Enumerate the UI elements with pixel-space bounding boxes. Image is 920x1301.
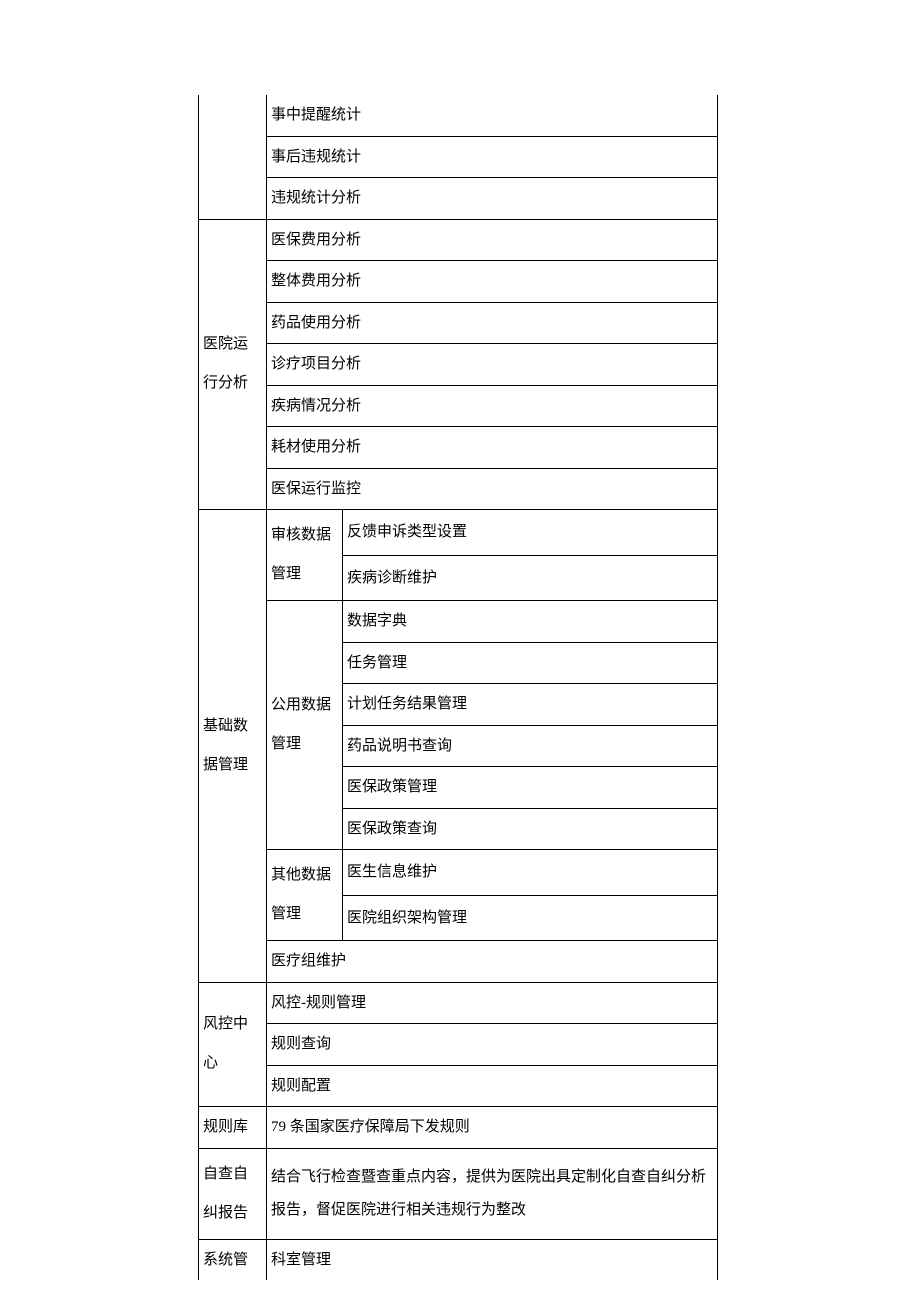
table-cell: 疾病情况分析 xyxy=(267,385,718,427)
table-cell: 整体费用分析 xyxy=(267,261,718,303)
table-cell: 医疗组维护 xyxy=(267,941,718,983)
table-cell: 数据字典 xyxy=(343,601,718,643)
table-cell: 风控-规则管理 xyxy=(267,982,718,1024)
table-cell: 违规统计分析 xyxy=(267,178,718,220)
section2-label: 基础数据管理 xyxy=(199,510,267,983)
document-page: 事中提醒统计 事后违规统计 违规统计分析 医院运行分析 医保费用分析 整体费用分… xyxy=(198,95,718,1280)
table-cell: 任务管理 xyxy=(343,642,718,684)
section3-label: 风控中心 xyxy=(199,982,267,1107)
section5-label: 自查自纠报告 xyxy=(199,1148,267,1239)
section2-group1-label: 公用数据管理 xyxy=(267,601,343,850)
table-cell: 医院组织架构管理 xyxy=(343,895,718,941)
table-cell: 诊疗项目分析 xyxy=(267,344,718,386)
table-cell: 结合飞行检查暨查重点内容，提供为医院出具定制化自查自纠分析报告，督促医院进行相关… xyxy=(267,1148,718,1239)
section6-label: 系统管 xyxy=(199,1239,267,1280)
table-cell: 反馈申诉类型设置 xyxy=(343,510,718,556)
table-cell: 医生信息维护 xyxy=(343,850,718,896)
table-cell: 药品说明书查询 xyxy=(343,725,718,767)
table-cell: 耗材使用分析 xyxy=(267,427,718,469)
section1-label: 医院运行分析 xyxy=(199,219,267,510)
section2-group2-label: 其他数据管理 xyxy=(267,850,343,941)
table-cell: 医保费用分析 xyxy=(267,219,718,261)
table-cell: 计划任务结果管理 xyxy=(343,684,718,726)
table-cell: 药品使用分析 xyxy=(267,302,718,344)
section2-group0-label: 审核数据管理 xyxy=(267,510,343,601)
table-cell: 医保运行监控 xyxy=(267,468,718,510)
table-cell: 医保政策管理 xyxy=(343,767,718,809)
table-cell: 医保政策查询 xyxy=(343,808,718,850)
table-cell: 规则配置 xyxy=(267,1065,718,1107)
table-cell: 科室管理 xyxy=(267,1239,718,1280)
section4-label: 规则库 xyxy=(199,1107,267,1149)
table-cell: 79 条国家医疗保障局下发规则 xyxy=(267,1107,718,1149)
table-cell: 规则查询 xyxy=(267,1024,718,1066)
table-cell: 事后违规统计 xyxy=(267,136,718,178)
section0-label-cell xyxy=(199,95,267,219)
table-cell: 事中提醒统计 xyxy=(267,95,718,136)
table-cell: 疾病诊断维护 xyxy=(343,555,718,601)
feature-table: 事中提醒统计 事后违规统计 违规统计分析 医院运行分析 医保费用分析 整体费用分… xyxy=(198,95,718,1280)
